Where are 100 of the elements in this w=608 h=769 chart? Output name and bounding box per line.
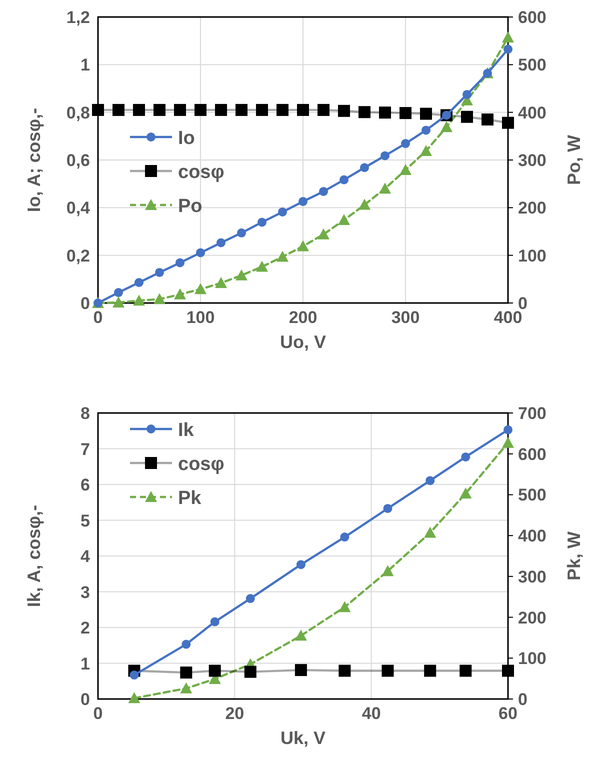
point (338, 664, 351, 677)
y-tick-label: 4 (80, 547, 91, 566)
point (358, 198, 370, 210)
y2-tick-label: 600 (518, 444, 546, 464)
y-tick-label: 0,6 (66, 151, 90, 170)
y2-axis-title: Po, W (564, 134, 584, 185)
point (174, 288, 186, 300)
y2-tick-label: 300 (518, 567, 546, 586)
point (154, 293, 166, 304)
point (196, 248, 205, 258)
point (244, 666, 256, 678)
point (379, 182, 391, 194)
point (338, 601, 351, 612)
point (426, 476, 435, 486)
x-tick-label: 60 (498, 704, 518, 723)
point (298, 196, 308, 206)
y-tick-label: 1,2 (66, 8, 90, 27)
point (420, 144, 432, 156)
y2-tick-label: 0 (518, 690, 528, 709)
point (276, 250, 288, 262)
point (258, 218, 266, 227)
legend-label: cosφ (178, 454, 224, 475)
point (297, 240, 309, 252)
point (422, 126, 430, 135)
point (502, 116, 514, 129)
point (237, 228, 246, 238)
y-tick-label: 2 (80, 618, 90, 638)
point (379, 106, 391, 119)
x-tick-label: 0 (93, 704, 103, 723)
legend-label: Pk (178, 488, 202, 509)
point (276, 104, 288, 116)
y2-tick-label: 500 (518, 56, 546, 75)
point (174, 104, 186, 116)
point (338, 104, 350, 117)
point (502, 31, 514, 42)
point (340, 175, 348, 184)
point (297, 104, 309, 116)
point (210, 617, 220, 626)
y-axis-title: Io, A; cosφ,- (24, 108, 44, 212)
point (424, 664, 436, 677)
point (246, 594, 255, 604)
point (180, 666, 192, 679)
y-tick-label: 1 (80, 654, 90, 674)
y-tick-label: 1 (80, 56, 90, 75)
point (215, 276, 227, 288)
point (360, 163, 369, 172)
point (296, 560, 306, 570)
point (112, 296, 124, 308)
y-tick-label: 8 (80, 404, 90, 423)
point (400, 164, 412, 176)
y2-tick-label: 300 (518, 151, 546, 170)
y2-tick-label: 700 (518, 404, 546, 423)
x-tick-label: 40 (362, 704, 381, 723)
point (502, 436, 514, 448)
point (256, 104, 268, 116)
point (208, 664, 221, 677)
point (216, 238, 226, 248)
y2-tick-label: 600 (518, 8, 546, 27)
y-tick-label: 3 (80, 582, 90, 602)
y2-tick-label: 500 (518, 486, 546, 505)
point (380, 151, 390, 160)
point (155, 268, 164, 277)
point (112, 104, 124, 116)
point (294, 630, 307, 641)
x-tick-label: 400 (494, 308, 522, 327)
point (440, 121, 452, 132)
point (318, 104, 330, 116)
legend-label: Io (178, 128, 195, 149)
y2-axis-title: Pk, W (564, 531, 584, 581)
point (114, 288, 123, 298)
legend-label: cosφ (178, 162, 224, 183)
point (340, 532, 350, 542)
point (180, 682, 192, 694)
point (176, 258, 184, 268)
point (278, 207, 287, 216)
point (358, 106, 370, 118)
point (461, 110, 473, 123)
x-tick-label: 100 (186, 308, 215, 327)
point (294, 664, 307, 676)
point (133, 104, 145, 116)
point (256, 260, 268, 272)
point (338, 214, 350, 226)
y-axis-title: Ik, A, cosφ,- (24, 504, 44, 608)
point (504, 425, 512, 434)
point (460, 487, 472, 498)
point (236, 269, 248, 280)
point (401, 139, 410, 148)
point (130, 670, 139, 680)
legend-label: Ik (178, 420, 194, 441)
point (383, 504, 392, 513)
x-tick-label: 0 (93, 308, 103, 327)
y-tick-label: 0 (80, 294, 90, 313)
point (194, 104, 206, 116)
y2-tick-label: 200 (518, 608, 546, 628)
point (154, 104, 166, 116)
x-tick-label: 300 (391, 308, 420, 327)
y2-tick-label: 200 (518, 198, 546, 218)
point (318, 228, 330, 240)
point (504, 44, 512, 54)
x-axis-title: Uk, V (280, 728, 326, 748)
